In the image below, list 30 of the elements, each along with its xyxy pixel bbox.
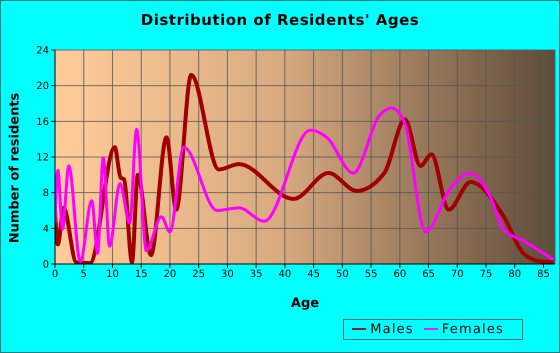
x-tick-label: 15 xyxy=(134,269,148,280)
y-tick-label: 20 xyxy=(36,81,49,92)
y-tick-label: 16 xyxy=(36,116,49,128)
x-tick-label: 20 xyxy=(164,269,176,280)
chart-title: Distribution of Residents' Ages xyxy=(140,11,420,29)
x-tick-label: 25 xyxy=(192,269,206,280)
y-tick-label: 12 xyxy=(36,152,49,164)
x-tick-label: 0 xyxy=(52,269,58,280)
x-tick-label: 75 xyxy=(480,269,492,280)
x-tick-label: 70 xyxy=(450,269,464,280)
legend-label: Males xyxy=(370,322,414,337)
y-axis-title: Number of residents xyxy=(8,92,22,244)
x-tick-label: 5 xyxy=(80,269,87,280)
x-tick-label: 40 xyxy=(278,269,292,280)
x-tick-label: 30 xyxy=(221,269,234,280)
x-axis-title: Age xyxy=(290,296,320,311)
y-tick-label: 4 xyxy=(42,224,49,235)
x-tick-label: 50 xyxy=(336,269,349,280)
x-tick-label: 55 xyxy=(364,269,378,280)
y-tick-label: 24 xyxy=(36,46,49,57)
y-tick-label: 0 xyxy=(42,260,49,271)
legend-label: Females xyxy=(442,322,504,337)
x-tick-label: 45 xyxy=(307,269,320,280)
y-tick-label: 8 xyxy=(42,188,49,200)
x-tick-label: 60 xyxy=(393,269,406,280)
x-tick-label: 65 xyxy=(422,269,435,280)
x-tick-label: 80 xyxy=(508,269,522,280)
x-tick-label: 85 xyxy=(537,269,550,280)
x-tick-label: 35 xyxy=(250,269,263,280)
x-tick-label: 10 xyxy=(106,269,119,280)
